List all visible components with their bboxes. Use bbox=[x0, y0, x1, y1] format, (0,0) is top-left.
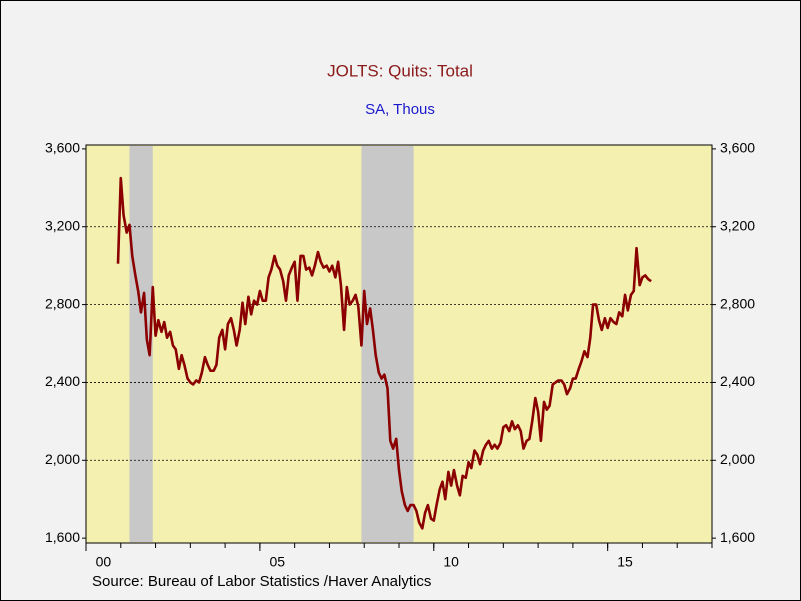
y-tick-label: 3,200 bbox=[45, 217, 80, 233]
x-tick-label: 00 bbox=[96, 554, 112, 570]
y-tick-label: 2,400 bbox=[45, 373, 80, 389]
y2-tick-label: 1,600 bbox=[720, 529, 755, 545]
chart-title: JOLTS: Quits: Total bbox=[327, 61, 473, 80]
x-tick-label: 05 bbox=[269, 554, 285, 570]
y-tick-label: 3,600 bbox=[45, 140, 80, 156]
source-note: Source: Bureau of Labor Statistics /Have… bbox=[92, 573, 431, 590]
x-tick-label: 15 bbox=[617, 554, 633, 570]
y-tick-label: 1,600 bbox=[45, 529, 80, 545]
series-line bbox=[116, 176, 652, 530]
recession-shade bbox=[129, 146, 153, 542]
chart-subtitle: SA, Thous bbox=[365, 101, 435, 118]
y2-tick-label: 2,000 bbox=[720, 451, 755, 467]
y2-tick-label: 2,800 bbox=[720, 295, 755, 311]
plot-border bbox=[85, 144, 713, 544]
y2-tick-label: 3,200 bbox=[720, 217, 755, 233]
y-tick-label: 2,000 bbox=[45, 451, 80, 467]
y2-tick-label: 3,600 bbox=[720, 140, 755, 156]
x-tick-label: 10 bbox=[443, 554, 459, 570]
y-tick-label: 2,800 bbox=[45, 295, 80, 311]
y2-tick-label: 2,400 bbox=[720, 373, 755, 389]
recession-shade bbox=[361, 146, 414, 542]
